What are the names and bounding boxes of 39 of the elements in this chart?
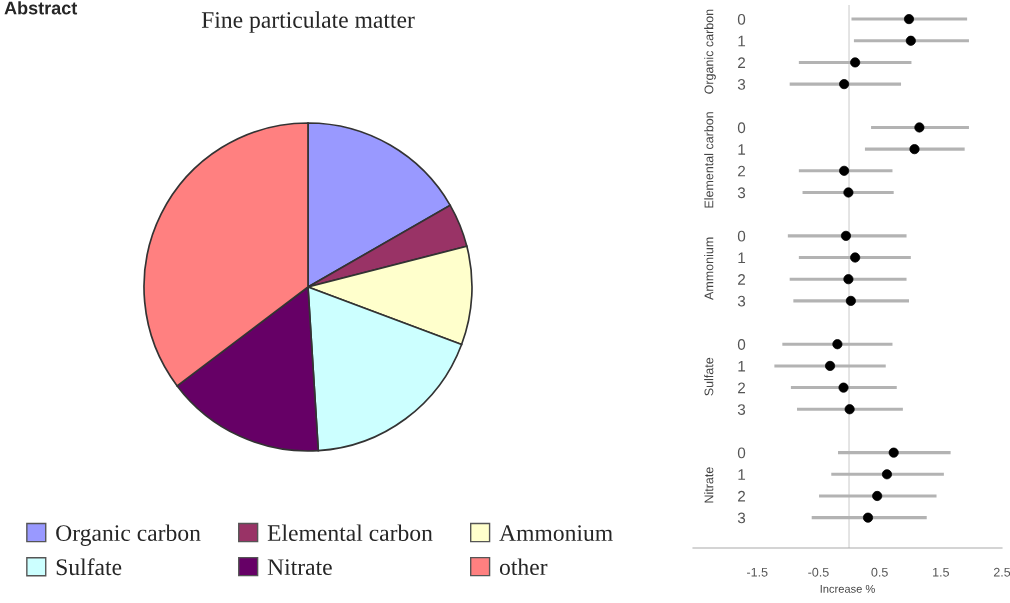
y-tick-label: 2 — [738, 490, 746, 502]
y-tick-label: 2 — [738, 165, 746, 177]
y-tick-label: 3 — [737, 295, 746, 307]
y-tick-label: 3 — [737, 78, 746, 90]
chart-title: Fine particulate matter — [201, 11, 415, 33]
y-tick-label: 2 — [738, 382, 746, 394]
annotation: Elemental carbon — [704, 112, 714, 208]
annotation: Sulfate — [704, 357, 714, 396]
x-tick-label: 2.5 — [993, 567, 1010, 577]
x-tick-label: -0.5 — [808, 567, 829, 577]
y-tick-label: 0 — [737, 447, 746, 459]
y-tick-label: 2 — [738, 274, 746, 285]
y-tick-label: 1 — [738, 252, 746, 264]
y-tick-label: 1 — [738, 360, 746, 372]
legend-label: Sulfate — [56, 558, 122, 576]
x-tick-label: 0.5 — [871, 567, 888, 577]
y-tick-label: 0 — [737, 122, 746, 134]
text: Abstract — [4, 1, 78, 15]
y-tick-label: 3 — [737, 512, 746, 524]
y-tick-label: 3 — [737, 187, 746, 199]
legend-label: Nitrate — [267, 559, 332, 576]
y-tick-label: 0 — [737, 230, 746, 242]
x-axis-title: Increase % — [820, 584, 875, 593]
y-tick-label: 3 — [737, 404, 746, 415]
annotation: Ammonium — [704, 237, 714, 300]
legend-label: Elemental carbon — [267, 524, 433, 542]
legend-label: other — [499, 558, 548, 576]
y-tick-label: 0 — [737, 339, 746, 350]
y-tick-label: 2 — [738, 57, 746, 68]
legend-label: Organic carbon — [56, 524, 201, 546]
x-tick-label: 1.5 — [933, 567, 949, 577]
y-tick-label: 1 — [738, 35, 746, 47]
y-tick-label: 1 — [738, 469, 746, 480]
y-tick-label: 1 — [738, 144, 746, 155]
annotation: Organic carbon — [704, 9, 716, 94]
annotation: Nitrate — [704, 467, 714, 503]
x-tick-label: -1.5 — [747, 567, 768, 577]
y-tick-label: 0 — [737, 13, 746, 25]
legend-label: Ammonium — [499, 525, 613, 542]
